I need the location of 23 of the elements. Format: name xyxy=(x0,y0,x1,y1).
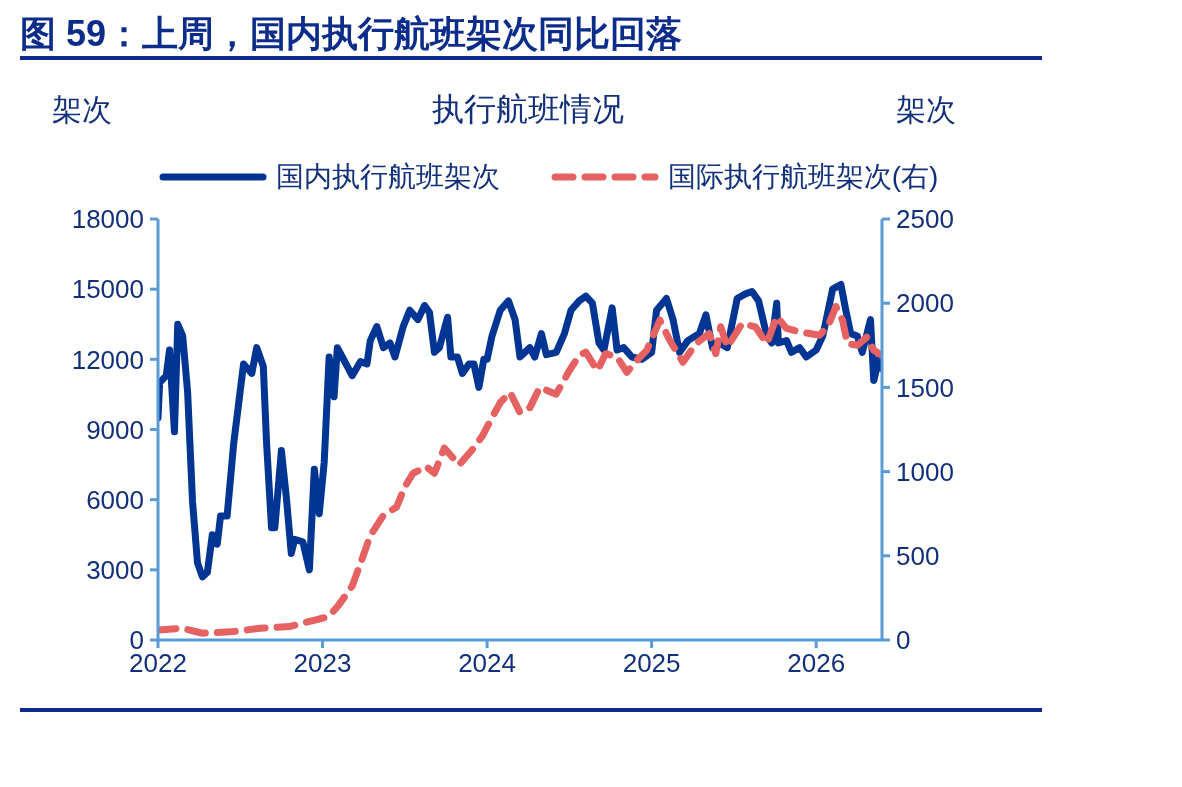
y-axis-title: 架次 xyxy=(52,92,112,128)
y2-tick-label: 2000 xyxy=(896,288,954,319)
y2-tick-label: 1000 xyxy=(896,456,954,487)
y2-tick-label: 0 xyxy=(896,625,911,656)
x-tick-label: 2025 xyxy=(622,648,681,679)
y2-tick-label: 2500 xyxy=(896,204,954,235)
x-tick-label: 2022 xyxy=(129,648,187,679)
x-tick-label: 2024 xyxy=(458,648,517,679)
y2-tick-label: 500 xyxy=(896,541,940,572)
y2-tick-label: 1500 xyxy=(896,372,954,403)
legend-label: 国内执行航班架次 xyxy=(275,160,500,194)
chart-subtitle: 执行航班情况 xyxy=(432,91,624,127)
y-tick-label: 6000 xyxy=(86,484,144,515)
y-tick-label: 9000 xyxy=(86,414,144,445)
x-tick-label: 2023 xyxy=(293,648,352,679)
y-tick-label: 15000 xyxy=(71,274,144,305)
y-tick-label: 12000 xyxy=(71,344,144,375)
y2-axis-title: 架次 xyxy=(896,92,956,128)
y-tick-label: 3000 xyxy=(86,555,144,586)
x-tick-label: 2026 xyxy=(787,648,846,679)
chart-title: 图 59：上周，国内执行航班架次同比回落 xyxy=(20,12,683,56)
legend-label: 国际执行航班架次(右) xyxy=(667,160,939,194)
y-tick-label: 18000 xyxy=(71,204,144,235)
